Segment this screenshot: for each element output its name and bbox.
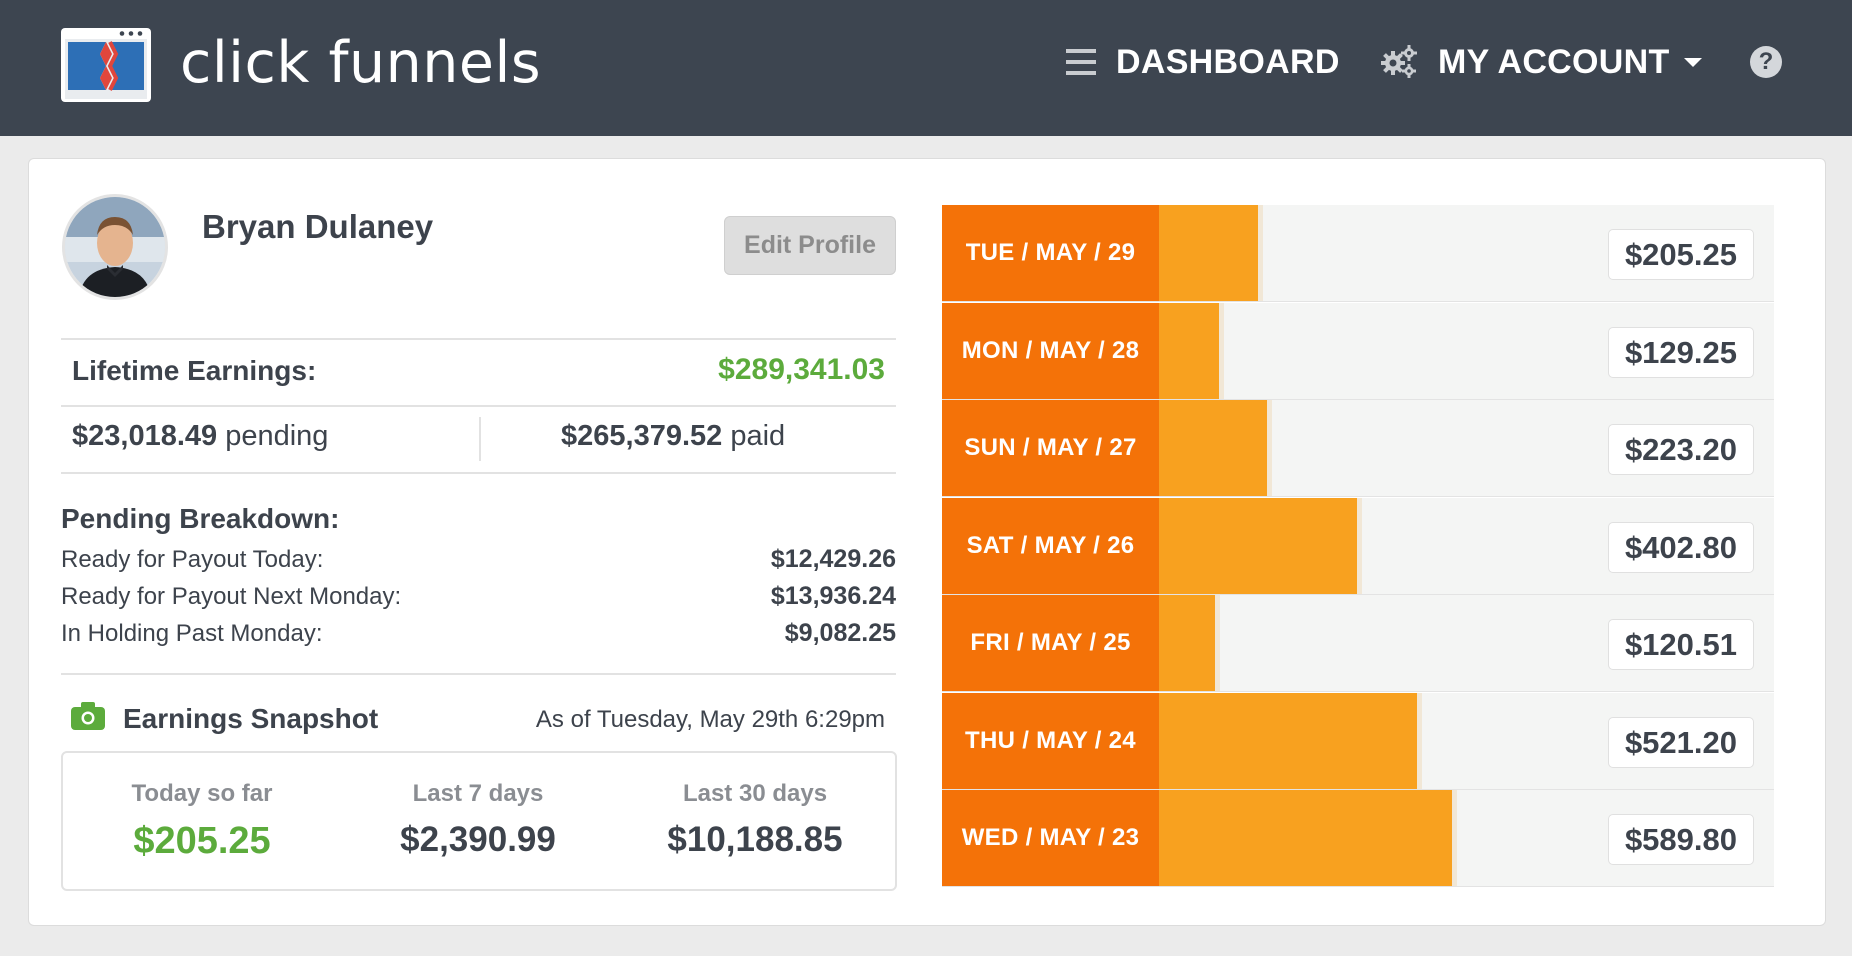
daily-earnings-bar	[1159, 498, 1362, 594]
vertical-divider	[479, 417, 481, 461]
day-amount: $589.80	[1607, 814, 1754, 865]
pending-total: $23,018.49 pending	[72, 420, 328, 453]
day-label: WED / MAY / 23	[942, 790, 1159, 886]
snapshot-value: $205.25	[133, 820, 271, 862]
pending-breakdown-title: Pending Breakdown:	[61, 503, 340, 534]
daily-earnings-row: TUE / MAY / 29 $205.25	[942, 205, 1774, 302]
daily-earnings-bar	[1159, 693, 1422, 789]
day-amount: $120.51	[1607, 619, 1754, 670]
dashboard-nav-link[interactable]: DASHBOARD	[1066, 40, 1340, 84]
day-label: FRI / MAY / 25	[942, 595, 1159, 691]
day-label: TUE / MAY / 29	[942, 205, 1159, 301]
daily-earnings-bar	[1159, 595, 1220, 691]
top-navigation-bar: click funnels DASHBOARD	[0, 0, 1852, 136]
day-amount: $205.25	[1607, 229, 1754, 280]
snapshot-label: Last 30 days	[682, 780, 828, 807]
day-amount: $223.20	[1607, 424, 1754, 475]
day-label: SUN / MAY / 27	[942, 400, 1159, 496]
paid-total: $265,379.52 paid	[561, 420, 785, 453]
divider	[61, 673, 896, 675]
pending-amount: $23,018.49	[72, 420, 218, 452]
menu-icon	[1066, 49, 1096, 75]
my-account-dropdown[interactable]: MY ACCOUNT	[1380, 40, 1702, 84]
camera-icon	[71, 702, 105, 730]
daily-earnings-bar	[1159, 400, 1272, 496]
snapshot-value: $2,390.99	[400, 820, 556, 859]
daily-earnings-bar	[1159, 303, 1224, 399]
snapshot-today: Today so far $205.25	[72, 780, 332, 863]
daily-earnings-bar	[1159, 790, 1457, 886]
daily-earnings-row: SUN / MAY / 27 $223.20	[942, 400, 1774, 497]
pending-word: pending	[225, 420, 329, 452]
day-amount: $402.80	[1607, 522, 1754, 573]
breakdown-label: Ready for Payout Next Monday:	[61, 583, 402, 610]
breakdown-value: $13,936.24	[770, 582, 896, 610]
dashboard-label: DASHBOARD	[1116, 42, 1340, 81]
snapshot-box	[61, 751, 897, 891]
divider	[61, 338, 896, 340]
snapshot-label: Last 7 days	[412, 780, 544, 807]
caret-down-icon	[1683, 57, 1702, 67]
day-amount: $129.25	[1607, 327, 1754, 378]
divider	[61, 405, 896, 407]
profile-name: Bryan Dulaney	[202, 208, 434, 245]
gears-icon	[1381, 45, 1417, 78]
snapshot-30-days: Last 30 days $10,188.85	[625, 780, 885, 860]
daily-earnings-row: WED / MAY / 23 $589.80	[942, 790, 1774, 887]
breakdown-label: In Holding Past Monday:	[61, 620, 323, 647]
breakdown-value: $12,429.26	[770, 545, 896, 573]
lifetime-earnings-label: Lifetime Earnings:	[72, 355, 317, 386]
snapshot-value: $10,188.85	[667, 820, 843, 859]
day-label: THU / MAY / 24	[942, 693, 1159, 789]
divider	[61, 472, 896, 474]
daily-earnings-bar	[1159, 205, 1263, 301]
avatar[interactable]	[62, 194, 168, 300]
snapshot-label: Today so far	[131, 780, 273, 807]
snapshot-timestamp: As of Tuesday, May 29th 6:29pm	[535, 706, 885, 733]
day-amount: $521.20	[1607, 717, 1754, 768]
edit-profile-button[interactable]: Edit Profile	[724, 216, 896, 275]
paid-word: paid	[730, 420, 786, 452]
daily-earnings-row: MON / MAY / 28 $129.25	[942, 303, 1774, 400]
daily-earnings-row: SAT / MAY / 26 $402.80	[942, 498, 1774, 595]
lifetime-earnings-value: $289,341.03	[718, 353, 885, 386]
breakdown-label: Ready for Payout Today:	[61, 546, 324, 573]
day-label: MON / MAY / 28	[942, 303, 1159, 399]
daily-earnings-row: THU / MAY / 24 $521.20	[942, 693, 1774, 790]
snapshot-7-days: Last 7 days $2,390.99	[348, 780, 608, 860]
daily-earnings-row: FRI / MAY / 25 $120.51	[942, 595, 1774, 692]
clickfunnels-logo-icon[interactable]	[60, 27, 152, 103]
brand-name[interactable]: click funnels	[180, 30, 542, 96]
day-label: SAT / MAY / 26	[942, 498, 1159, 594]
breakdown-value: $9,082.25	[784, 619, 896, 647]
my-account-label: MY ACCOUNT	[1438, 42, 1670, 81]
earnings-snapshot-title: Earnings Snapshot	[123, 703, 379, 734]
paid-amount: $265,379.52	[561, 420, 723, 452]
help-icon[interactable]: ?	[1750, 46, 1782, 78]
